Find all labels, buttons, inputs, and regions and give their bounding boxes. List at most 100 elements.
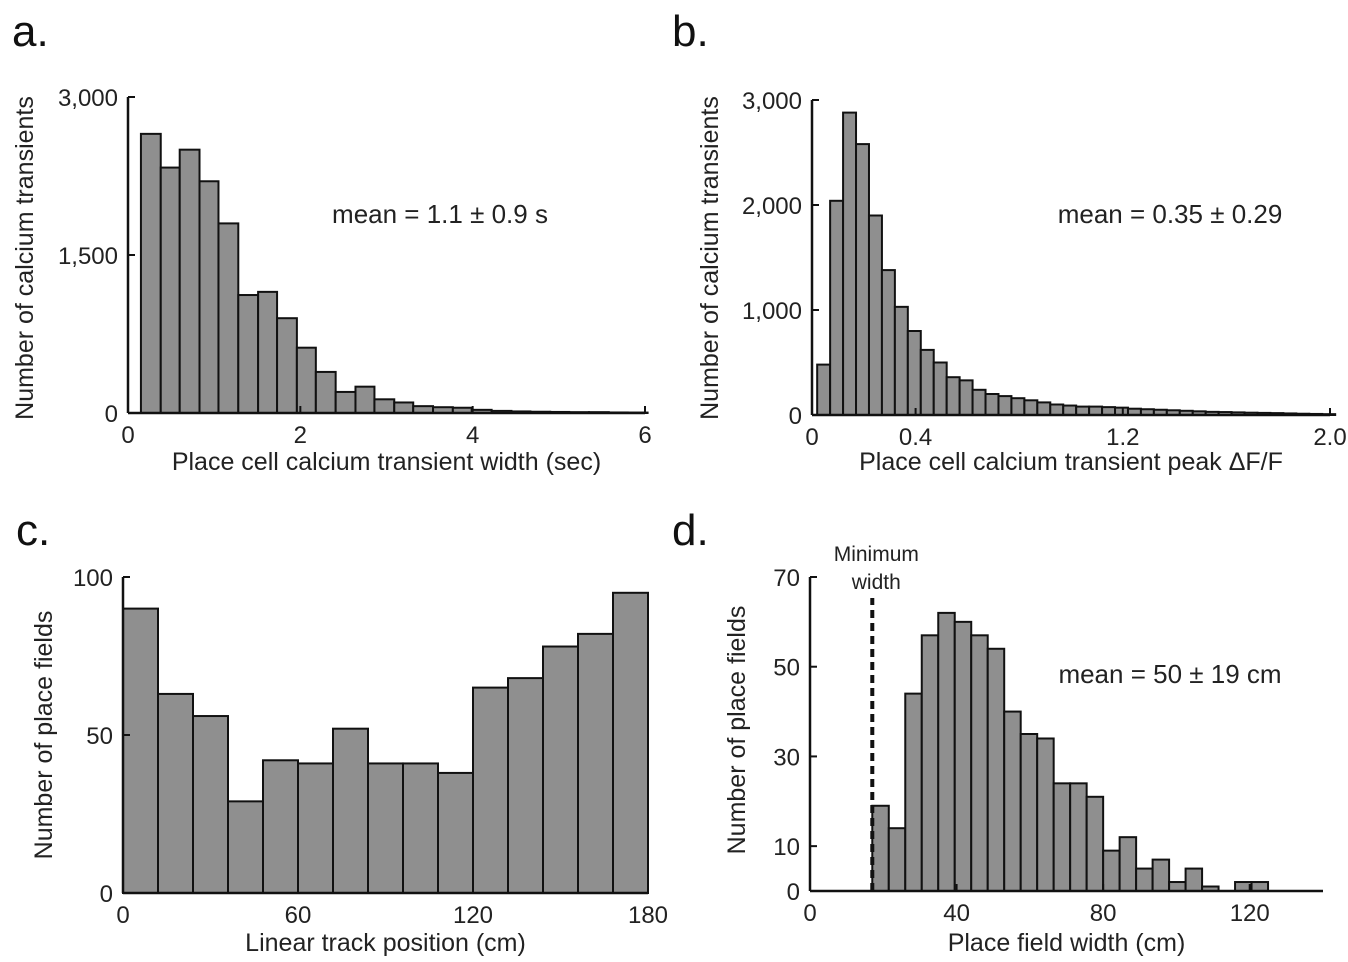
y-tick-label: 50: [86, 723, 113, 750]
y-tick-label: 0: [100, 881, 113, 908]
panel-letter: b.: [672, 7, 709, 56]
histogram-bar: [1151, 858, 1171, 892]
histogram-bar: [1003, 710, 1022, 892]
x-tick-label: 0: [803, 900, 816, 927]
panel-d: d. 0 40 80 120 0 10 30 50 70 Place field width (cm…: [672, 506, 1323, 957]
histogram-bar: [1019, 733, 1039, 892]
histogram-bar: [971, 388, 987, 416]
histogram-bar: [893, 305, 909, 417]
x-tick-label: 2: [294, 422, 307, 449]
histogram-bar: [986, 647, 1006, 892]
x-tick-label: 0.4: [899, 424, 932, 451]
mean-annotation: mean = 50 ± 19 cm: [1058, 659, 1281, 689]
histogram-bar: [904, 692, 923, 893]
minimum-width-label: Minimum: [834, 543, 919, 566]
y-axis-label: Number of calcium transients: [696, 96, 724, 420]
histogram-bar: [297, 762, 334, 894]
histogram-bar: [919, 348, 935, 416]
histogram-bar: [970, 634, 989, 892]
x-axis-label: Place cell calcium transient width (sec): [172, 448, 601, 476]
histogram-bar: [192, 715, 229, 894]
histogram-bar: [932, 361, 948, 416]
histogram-bar: [507, 677, 544, 894]
minimum-width-label: width: [851, 571, 901, 594]
histogram-bar: [1036, 401, 1052, 416]
histogram-bar: [178, 148, 201, 415]
y-tick-label: 0: [789, 403, 802, 430]
y-axis-label: Number of calcium transients: [11, 96, 39, 420]
x-tick-label: 80: [1090, 900, 1117, 927]
histogram-bar: [867, 214, 883, 416]
histogram-bar: [157, 692, 194, 894]
histogram-bar: [984, 393, 1000, 416]
histogram-bar: [237, 294, 260, 415]
histogram-bar: [577, 632, 614, 894]
histogram-bar: [159, 166, 181, 414]
histogram-bar: [1135, 867, 1154, 892]
histogram-bar: [139, 132, 162, 414]
histogram-bar: [997, 395, 1013, 417]
y-tick-label: 3,000: [58, 85, 118, 112]
y-tick-label: 0: [787, 879, 800, 906]
x-tick-label: 120: [453, 902, 493, 929]
histogram-bar: [880, 269, 896, 416]
histogram-bar: [1102, 849, 1121, 893]
x-tick-label: 60: [285, 902, 312, 929]
histogram-bar: [1069, 782, 1088, 892]
histogram-bar: [373, 398, 396, 415]
panel-b: b. 0 0.4 1.2 2.0 0 1,000 2,000 3,000 Place cell c…: [672, 7, 1347, 476]
histogram-bar: [1036, 737, 1055, 892]
panel-letter: a.: [12, 7, 49, 56]
histogram-bar: [332, 727, 369, 894]
panel-letter: c.: [16, 506, 50, 555]
histogram-bar: [1062, 404, 1078, 416]
x-tick-label: 2.0: [1313, 424, 1346, 451]
y-tick-label: 30: [773, 744, 800, 771]
histogram-bar: [257, 290, 279, 414]
histogram-bar: [295, 346, 317, 414]
histogram-bar: [906, 330, 922, 416]
panel-c: c. 0 60 120 180 0 50 100 Linear track position (…: [16, 506, 668, 957]
x-tick-label: 180: [628, 902, 668, 929]
panel-a: a. 0 2 4 6 0 1,500 3,000 Place cell calcium tran…: [11, 7, 652, 476]
histogram-bar: [198, 180, 220, 414]
histogram-bar: [402, 762, 439, 894]
histogram-bar: [1088, 405, 1104, 417]
histogram-bar: [334, 390, 357, 414]
histogram-bar: [945, 376, 961, 417]
histogram-bar: [542, 645, 579, 895]
x-tick-label: 120: [1230, 900, 1270, 927]
histogram-bar: [842, 111, 858, 416]
histogram-bar: [829, 199, 845, 416]
histogram-bar: [354, 385, 376, 414]
y-tick-label: 100: [73, 565, 113, 592]
histogram-bar: [1118, 836, 1138, 893]
x-tick-label: 0: [121, 422, 134, 449]
histogram-bar: [262, 759, 299, 895]
y-tick-label: 3,000: [742, 88, 802, 115]
x-axis-label: Linear track position (cm): [245, 929, 526, 957]
x-tick-label: 0: [116, 902, 129, 929]
x-axis-label: Place cell calcium transient peak ΔF/F: [859, 448, 1283, 476]
mean-annotation: mean = 1.1 ± 0.9 s: [332, 199, 548, 229]
histogram-bar: [276, 317, 298, 415]
histogram-bar: [958, 379, 974, 417]
histogram-bar: [871, 804, 890, 892]
y-tick-label: 1,000: [742, 298, 802, 325]
histogram-bar: [816, 363, 832, 417]
histogram-bar: [937, 611, 956, 893]
histogram-bar: [1023, 399, 1039, 416]
histogram-bar: [393, 401, 415, 415]
histogram-bar: [1075, 405, 1091, 417]
histogram-bar: [1052, 782, 1072, 892]
y-tick-label: 1,500: [58, 243, 118, 270]
histogram-bar: [367, 762, 404, 894]
histogram-bar: [1085, 795, 1105, 892]
y-tick-label: 50: [773, 655, 800, 682]
histogram-bar: [472, 686, 509, 894]
x-tick-label: 0: [805, 424, 818, 451]
x-tick-label: 6: [638, 422, 651, 449]
y-tick-label: 0: [105, 401, 118, 428]
y-tick-label: 10: [773, 834, 800, 861]
